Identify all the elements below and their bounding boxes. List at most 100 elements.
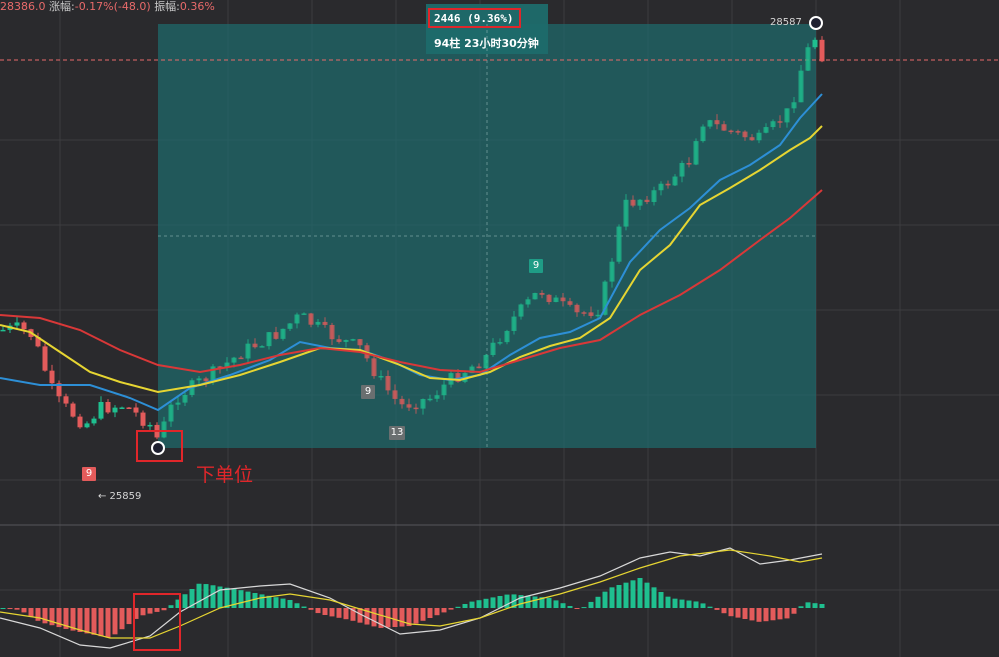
macd-histogram-bar xyxy=(812,603,818,608)
macd-histogram-bar xyxy=(56,608,62,628)
entry-point-marker xyxy=(151,441,165,455)
macd-histogram-bar xyxy=(378,608,384,628)
macd-histogram-bar xyxy=(357,608,363,623)
candle-body xyxy=(287,323,293,329)
candle-body xyxy=(427,398,433,401)
macd-histogram-bar xyxy=(672,598,678,608)
candle-body xyxy=(147,424,153,427)
macd-histogram-bar xyxy=(532,596,538,608)
header-amplitude-label: 振幅: xyxy=(154,0,180,13)
macd-histogram-bar xyxy=(315,608,321,614)
measure-value: 2446 (9.36%) xyxy=(434,12,514,25)
macd-histogram-bar xyxy=(161,608,167,611)
macd-histogram-bar xyxy=(707,606,713,608)
candle-body xyxy=(336,339,342,342)
macd-histogram-bar xyxy=(777,608,783,620)
macd-histogram-bar xyxy=(336,608,342,618)
candle-body xyxy=(469,366,475,374)
macd-histogram-bar xyxy=(84,608,90,634)
candle-body xyxy=(49,370,55,384)
measure-info: 94柱 23小时30分钟 xyxy=(434,37,539,50)
candle-body xyxy=(784,108,790,123)
macd-histogram-bar xyxy=(49,608,55,626)
candle-body xyxy=(651,190,657,203)
low-price-label: ← 25859 xyxy=(98,491,142,502)
macd-histogram-bar xyxy=(35,608,41,621)
macd-histogram-bar xyxy=(728,608,734,617)
macd-histogram-bar xyxy=(623,582,629,608)
macd-histogram-bar xyxy=(441,608,447,613)
candle-body xyxy=(252,343,258,348)
candle-body xyxy=(749,137,755,141)
macd-histogram-bar xyxy=(546,597,552,608)
candle-body xyxy=(175,402,181,405)
macd-histogram-bar xyxy=(14,608,20,610)
macd-histogram-bar xyxy=(406,608,412,627)
macd-panel xyxy=(0,547,825,649)
candle-body xyxy=(672,176,678,186)
macd-histogram-bar xyxy=(819,604,825,608)
macd-histogram-bar xyxy=(560,603,566,608)
candle-body xyxy=(805,47,811,71)
candle-body xyxy=(350,339,356,341)
macd-histogram-bar xyxy=(21,608,27,613)
candle-body xyxy=(14,322,20,326)
macd-histogram-bar xyxy=(343,608,349,620)
candle-body xyxy=(63,396,69,404)
macd-histogram-bar xyxy=(658,592,664,608)
candle-body xyxy=(273,332,279,339)
measure-value-highlight xyxy=(428,8,521,28)
candle-body xyxy=(511,316,517,331)
ma-line-slow xyxy=(0,189,823,374)
macd-histogram-bar xyxy=(70,608,76,631)
macd-histogram-bar xyxy=(518,595,524,608)
candle-body xyxy=(630,199,636,206)
sequence-tag-gray: 9 xyxy=(361,385,375,399)
macd-histogram-bar xyxy=(637,578,643,608)
candle-body xyxy=(126,407,132,409)
candle-body xyxy=(91,418,97,424)
candle-body xyxy=(588,312,594,316)
macd-histogram-bar xyxy=(119,608,125,630)
macd-histogram-bar xyxy=(665,596,671,608)
candle-body xyxy=(546,294,552,303)
candle-body xyxy=(70,403,76,417)
macd-histogram-bar xyxy=(763,608,769,622)
candle-body xyxy=(812,39,818,48)
macd-dif-line xyxy=(0,547,823,649)
macd-histogram-bar xyxy=(574,608,580,609)
macd-histogram-bar xyxy=(140,608,146,616)
macd-histogram-bar xyxy=(427,608,433,618)
macd-histogram-bar xyxy=(273,597,279,608)
candle-body xyxy=(413,407,419,410)
candle-body xyxy=(203,378,209,382)
candle-body xyxy=(259,346,265,348)
macd-histogram-bar xyxy=(784,608,790,619)
candle-body xyxy=(168,404,174,422)
candle-body xyxy=(217,366,223,368)
candle-body xyxy=(357,339,363,346)
candle-body xyxy=(707,120,713,127)
candle-body xyxy=(623,199,629,227)
macd-histogram-bar xyxy=(413,608,419,624)
macd-histogram-bar xyxy=(42,608,48,624)
candle-body xyxy=(0,329,6,332)
candle-body xyxy=(581,312,587,314)
candle-body xyxy=(770,121,776,128)
header-price: 28386.0 xyxy=(0,0,46,13)
macd-histogram-bar xyxy=(742,608,748,619)
macd-histogram-bar xyxy=(714,608,720,610)
candle-body xyxy=(560,297,566,302)
candle-body xyxy=(602,281,608,315)
ma-line-mid xyxy=(0,125,823,394)
entry-highlight-box xyxy=(136,430,183,462)
candle-body xyxy=(553,297,559,303)
candle-body xyxy=(490,342,496,356)
macd-histogram-bar xyxy=(322,608,328,615)
candle-body xyxy=(308,313,314,325)
macd-histogram-bar xyxy=(245,591,251,608)
candle-body xyxy=(791,102,797,109)
macd-histogram-bar xyxy=(329,608,335,617)
candle-body xyxy=(644,199,650,203)
candle-body xyxy=(210,366,216,382)
